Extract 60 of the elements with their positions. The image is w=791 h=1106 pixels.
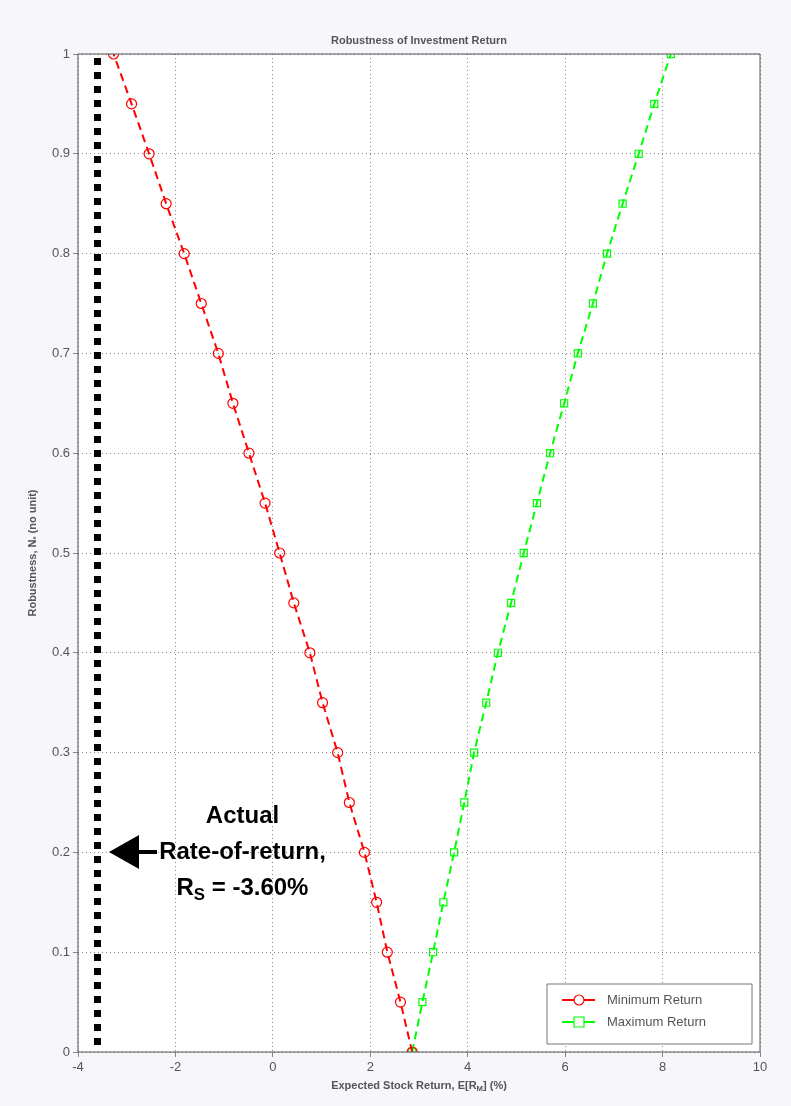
y-tick-label: 0.8: [51, 245, 70, 261]
x-tick-label: 2: [366, 1059, 374, 1075]
y-tick-label: 0.1: [51, 943, 70, 959]
point: [304, 647, 316, 659]
y-tick-label: 0.2: [51, 843, 70, 859]
point: [274, 547, 286, 559]
point: [316, 697, 329, 709]
point: [371, 896, 383, 908]
point: [482, 698, 491, 707]
y-tick-label: 0.3: [51, 744, 70, 760]
point: [573, 349, 582, 358]
point: [650, 99, 659, 109]
point: [243, 447, 255, 459]
x-tick-label: -2: [169, 1059, 182, 1075]
x-tick-label: 0: [269, 1059, 277, 1075]
point: [125, 98, 138, 110]
point: [469, 748, 479, 757]
y-tick-label: 0.9: [51, 145, 70, 161]
x-tick-label: 8: [658, 1059, 667, 1075]
point: [160, 198, 172, 210]
point: [178, 248, 190, 260]
point: [418, 997, 427, 1007]
x-tick-label: -4: [72, 1059, 84, 1075]
point: [602, 249, 612, 258]
point: [532, 498, 542, 508]
point: [343, 796, 355, 809]
point: [545, 449, 555, 458]
legend-label: Minimum Return: [607, 991, 703, 1007]
point: [519, 548, 528, 558]
point: [212, 347, 224, 359]
point: [439, 898, 448, 907]
x-tick-label: 6: [561, 1059, 569, 1075]
point: [588, 299, 598, 308]
x-tick-label: 4: [464, 1059, 472, 1075]
point: [358, 846, 371, 858]
point: [381, 946, 393, 958]
point: [332, 747, 344, 759]
y-tick-label: 0: [62, 1043, 70, 1059]
y-tick-label: 0.4: [51, 644, 70, 660]
point: [618, 199, 627, 208]
point: [143, 148, 155, 160]
y-tick-label: 0.5: [51, 544, 70, 560]
legend-label: Maximum Return: [607, 1013, 706, 1029]
point: [560, 399, 569, 408]
point: [195, 297, 207, 310]
point: [394, 996, 407, 1008]
y-tick-label: 1: [62, 45, 70, 61]
y-tick-label: 0.7: [51, 344, 70, 360]
point: [634, 149, 643, 158]
point: [259, 497, 271, 509]
point: [227, 397, 239, 409]
x-tick-label: 10: [752, 1059, 768, 1075]
point: [506, 598, 516, 608]
y-tick-label: 0.6: [51, 444, 70, 460]
point: [428, 948, 438, 957]
point: [460, 798, 469, 807]
chart-title: Robustness of Investment Return: [330, 34, 508, 47]
point: [288, 597, 300, 609]
point: [449, 848, 459, 857]
point: [493, 648, 503, 657]
